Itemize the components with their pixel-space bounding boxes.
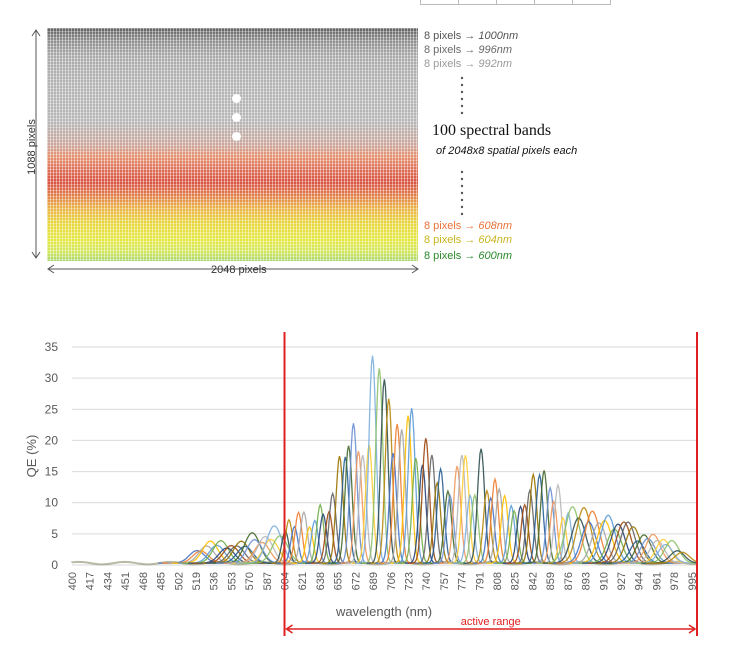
y-tick-label: 5	[51, 527, 58, 541]
y-tick-label: 30	[45, 371, 59, 385]
x-tick-label: 995	[687, 572, 699, 590]
band-label-1000: 8 pixels → 1000nm	[424, 30, 519, 42]
bands-title: 100 spectral bands	[432, 122, 552, 139]
x-tick-label: 876	[563, 572, 575, 590]
x-tick-label: 978	[669, 572, 681, 590]
x-tick-label: 961	[651, 572, 663, 590]
band-label-996: 8 pixels → 996nm	[424, 44, 513, 56]
active-range-arrowhead-right	[688, 624, 697, 634]
x-tick-label: 859	[545, 572, 557, 590]
qe-chart: 0 5 10 15 20 25 30 35 QE (%) 400 417 434 451 468 485 50…	[24, 332, 699, 636]
sensor-array	[47, 28, 418, 261]
y-tick-label: 10	[45, 496, 59, 510]
x-tick-label: 400	[67, 572, 79, 590]
band-label-604: 8 pixels → 604nm	[424, 234, 513, 246]
ellipsis-dot	[232, 113, 241, 122]
x-tick-label: 893	[581, 572, 593, 590]
x-tick-label: 655	[333, 572, 345, 590]
x-tick-label: 621	[297, 572, 309, 590]
sensor-width-label: 2048 pixels	[211, 264, 267, 276]
active-range-arrowhead-left	[285, 624, 293, 634]
x-tick-label: 468	[138, 572, 150, 590]
x-tick-label: 825	[510, 572, 522, 590]
x-tick-label: 723	[403, 572, 415, 590]
x-tick-label: 791	[474, 572, 486, 590]
x-tick-label: 502	[173, 572, 185, 590]
x-tick-label: 706	[386, 572, 398, 590]
x-tick-label: 689	[368, 572, 380, 590]
y-tick-label: 25	[45, 402, 59, 416]
band-label-608: 8 pixels → 608nm	[424, 220, 513, 232]
x-tick-label: 808	[492, 572, 504, 590]
band-label-992: 8 pixels → 992nm	[424, 58, 513, 70]
ellipsis-dot	[232, 132, 241, 141]
x-tick-label: 672	[350, 572, 362, 590]
x-tick-label: 553	[226, 572, 238, 590]
y-tick-label: 0	[51, 558, 58, 572]
x-tick-label: 638	[315, 572, 327, 590]
bands-subtitle: of 2048x8 spatial pixels each	[436, 145, 578, 157]
sensor-arrows	[31, 29, 464, 274]
x-tick-label: 434	[102, 572, 114, 590]
x-tick-label: 944	[634, 572, 646, 590]
x-tick-label: 570	[244, 572, 256, 590]
top-table-fragment	[420, 0, 611, 5]
y-tick-label: 15	[45, 465, 59, 479]
x-tick-label: 519	[191, 572, 203, 590]
x-tick-label: 757	[439, 572, 451, 590]
x-tick-label: 927	[616, 572, 628, 590]
ellipsis-dot	[232, 94, 241, 103]
x-axis-label: wavelength (nm)	[335, 604, 432, 619]
x-tick-label: 740	[421, 572, 433, 590]
vertical-dots	[460, 76, 464, 216]
spectral-band-series	[646, 551, 698, 564]
y-axis-label: QE (%)	[24, 435, 39, 478]
x-tick-label: 485	[156, 572, 168, 590]
sensor-height-label: 1088 pixels	[26, 119, 38, 175]
x-tick-label: 417	[85, 572, 97, 590]
x-tick-label: 536	[209, 572, 221, 590]
active-range-label: active range	[461, 616, 521, 628]
x-tick-label: 842	[527, 572, 539, 590]
band-label-600: 8 pixels → 600nm	[424, 250, 513, 262]
x-tick-label: 910	[598, 572, 610, 590]
spectral-band-series	[354, 355, 391, 564]
y-tick-label: 20	[45, 433, 59, 447]
x-tick-label: 587	[262, 572, 274, 590]
y-tick-label: 35	[45, 340, 59, 354]
x-tick-label: 774	[457, 572, 469, 590]
x-tick-label: 451	[120, 572, 132, 590]
